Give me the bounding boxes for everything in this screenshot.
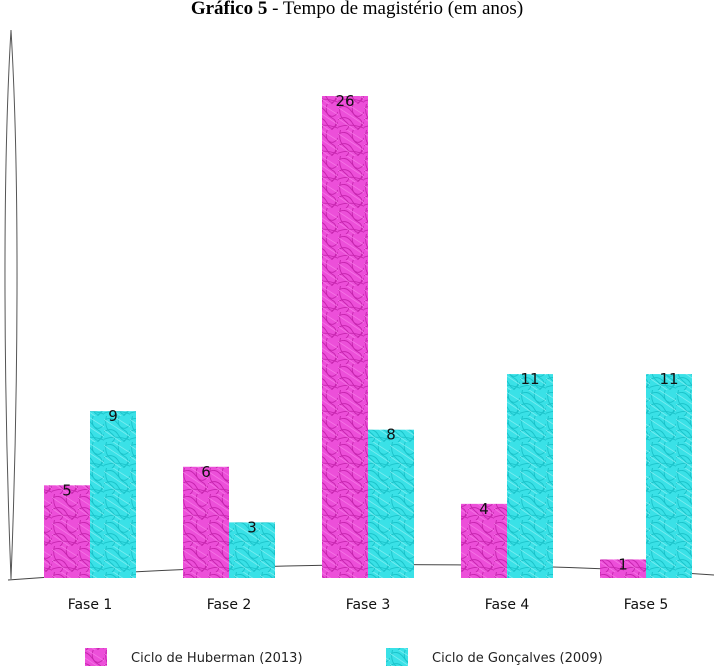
bar-s2-fase-3	[368, 429, 414, 578]
data-label-s2-fase-3: 8	[386, 426, 396, 444]
data-label-s1-fase-4: 4	[479, 500, 489, 518]
legend-label-2: Ciclo de Gonçalves (2009)	[432, 651, 603, 666]
data-label-s1-fase-3: 26	[335, 92, 354, 110]
bar-s2-fase-4	[507, 374, 553, 578]
data-label-s2-fase-5: 11	[659, 370, 678, 388]
legend-swatch-2	[386, 648, 408, 666]
x-tick-label-2: Fase 2	[207, 597, 252, 613]
data-label-s2-fase-2: 3	[247, 518, 257, 536]
bar-s1-fase-4	[461, 503, 507, 578]
data-label-s2-fase-1: 9	[108, 407, 118, 425]
x-tick-label-1: Fase 1	[68, 597, 113, 613]
legend-swatch-1	[85, 648, 107, 666]
x-tick-label-5: Fase 5	[624, 597, 669, 613]
bar-s1-fase-3	[322, 96, 368, 578]
bar-s2-fase-5	[646, 374, 692, 578]
chart-title: Gráfico 5 - Tempo de magistério (em anos…	[0, 0, 714, 22]
bar-s1-fase-5	[600, 559, 646, 578]
data-label-s1-fase-1: 5	[62, 481, 72, 499]
x-tick-label-3: Fase 3	[346, 597, 391, 613]
bar-s2-fase-1	[90, 411, 136, 578]
data-label-s1-fase-5: 1	[618, 555, 628, 573]
x-tick-label-4: Fase 4	[485, 597, 530, 613]
bar-s1-fase-2	[183, 466, 229, 578]
chart-title-prefix: Gráfico 5	[190, 0, 268, 19]
data-label-s2-fase-4: 11	[520, 370, 539, 388]
bar-s2-fase-2	[229, 522, 275, 578]
bar-s1-fase-1	[44, 485, 90, 578]
chart-title-text: - Tempo de magistério (em anos)	[267, 0, 524, 19]
legend-label-1: Ciclo de Huberman (2013)	[131, 651, 303, 666]
y-axis-line	[4, 29, 18, 580]
data-label-s1-fase-2: 6	[201, 463, 211, 481]
